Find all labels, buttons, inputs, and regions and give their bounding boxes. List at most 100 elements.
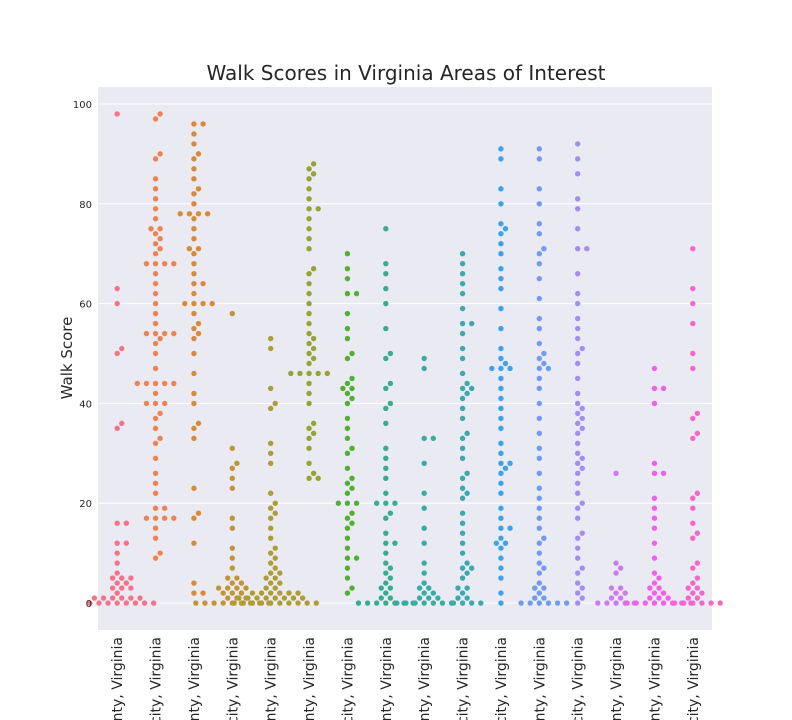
swarm-point bbox=[234, 575, 240, 581]
swarm-point bbox=[468, 320, 475, 327]
swarm-point bbox=[306, 460, 312, 467]
swarm-point bbox=[87, 600, 93, 606]
swarm-point bbox=[651, 555, 658, 561]
swarm-point bbox=[574, 196, 581, 202]
swarm-point bbox=[272, 575, 278, 581]
swarm-point bbox=[364, 600, 371, 606]
swarm-point bbox=[450, 600, 457, 606]
swarm-point bbox=[536, 445, 543, 452]
swarm-point bbox=[574, 600, 581, 606]
swarm-point bbox=[310, 265, 317, 272]
swarm-point bbox=[313, 600, 319, 606]
swarm-point bbox=[152, 490, 159, 496]
swarm-point bbox=[344, 450, 351, 457]
swarm-point bbox=[290, 595, 297, 601]
swarm-point bbox=[157, 435, 163, 442]
swarm-point bbox=[238, 580, 245, 586]
x-tick-label: n city, Virginia bbox=[340, 637, 356, 720]
x-tick-label: ounty, Virginia bbox=[417, 637, 433, 720]
swarm-point bbox=[574, 315, 581, 322]
swarm-point bbox=[608, 595, 615, 601]
swarm-point bbox=[152, 535, 159, 541]
swarm-point bbox=[340, 385, 346, 392]
swarm-point bbox=[249, 600, 256, 606]
swarm-point bbox=[394, 600, 400, 606]
swarm-point bbox=[152, 260, 159, 267]
swarm-point bbox=[243, 585, 249, 591]
swarm-point bbox=[421, 525, 427, 531]
swarm-point bbox=[220, 600, 226, 606]
swarm-point bbox=[344, 435, 351, 442]
swarm-point bbox=[383, 300, 389, 307]
swarm-point bbox=[161, 260, 168, 267]
swarm-point bbox=[383, 355, 389, 362]
swarm-point bbox=[660, 590, 667, 596]
swarm-point bbox=[574, 545, 581, 551]
swarm-point bbox=[383, 325, 389, 332]
swarm-point bbox=[536, 400, 543, 407]
swarm-point bbox=[152, 505, 159, 511]
swarm-point bbox=[344, 525, 351, 531]
swarm-point bbox=[498, 221, 504, 227]
swarm-point bbox=[137, 595, 143, 601]
x-tick-label: k city, Virginia bbox=[494, 637, 510, 720]
swarm-point bbox=[272, 400, 278, 407]
swarm-point bbox=[182, 300, 188, 307]
swarm-point bbox=[254, 595, 260, 601]
swarm-point bbox=[344, 275, 351, 282]
x-tick-label: a city, Virginia bbox=[149, 637, 165, 720]
swarm-point bbox=[310, 171, 317, 177]
swarm-point bbox=[536, 540, 543, 546]
swarm-point bbox=[191, 485, 197, 491]
swarm-point bbox=[430, 435, 437, 442]
swarm-point bbox=[383, 580, 389, 586]
swarm-point bbox=[344, 355, 351, 362]
swarm-point bbox=[387, 565, 394, 571]
swarm-point bbox=[536, 375, 543, 382]
swarm-point bbox=[229, 545, 236, 551]
swarm-point bbox=[267, 460, 274, 467]
swarm-point bbox=[426, 595, 432, 601]
swarm-point bbox=[288, 370, 294, 377]
swarm-point bbox=[200, 121, 206, 127]
swarm-point bbox=[468, 565, 475, 571]
swarm-point bbox=[383, 540, 389, 546]
swarm-point bbox=[421, 490, 427, 496]
swarm-point bbox=[191, 435, 197, 442]
swarm-point bbox=[536, 525, 543, 531]
swarm-point bbox=[459, 455, 466, 462]
swarm-point bbox=[651, 540, 658, 546]
swarm-point bbox=[421, 600, 427, 606]
swarm-point bbox=[306, 475, 312, 481]
y-tick-label: 20 bbox=[79, 499, 92, 510]
swarm-point bbox=[186, 246, 193, 252]
x-tick-label: ounty, Virginia bbox=[609, 637, 625, 720]
swarm-point bbox=[152, 440, 159, 447]
x-tick-label: ounty, Virginia bbox=[532, 637, 548, 720]
swarm-point bbox=[152, 290, 159, 297]
swarm-point bbox=[191, 370, 197, 377]
swarm-point bbox=[344, 590, 351, 596]
swarm-point bbox=[267, 335, 274, 342]
swarm-point bbox=[651, 600, 658, 606]
swarm-point bbox=[191, 310, 197, 317]
swarm-point bbox=[157, 410, 163, 417]
swarm-point bbox=[383, 475, 389, 481]
swarm-point bbox=[464, 430, 470, 437]
swarm-point bbox=[694, 490, 701, 496]
swarm-point bbox=[536, 221, 543, 227]
swarm-point bbox=[114, 540, 120, 546]
swarm-point bbox=[315, 475, 321, 481]
swarm-point bbox=[114, 350, 120, 357]
swarm-point bbox=[161, 505, 168, 511]
swarm-point bbox=[421, 540, 427, 546]
swarm-point bbox=[690, 520, 696, 526]
swarm-point bbox=[536, 470, 543, 476]
swarm-point bbox=[660, 470, 667, 476]
swarm-point bbox=[717, 600, 723, 606]
x-tick-label: ounty, Virginia bbox=[264, 637, 280, 720]
swarm-point bbox=[114, 560, 120, 566]
swarm-point bbox=[498, 480, 504, 486]
swarm-point bbox=[624, 600, 630, 606]
swarm-point bbox=[315, 370, 321, 377]
